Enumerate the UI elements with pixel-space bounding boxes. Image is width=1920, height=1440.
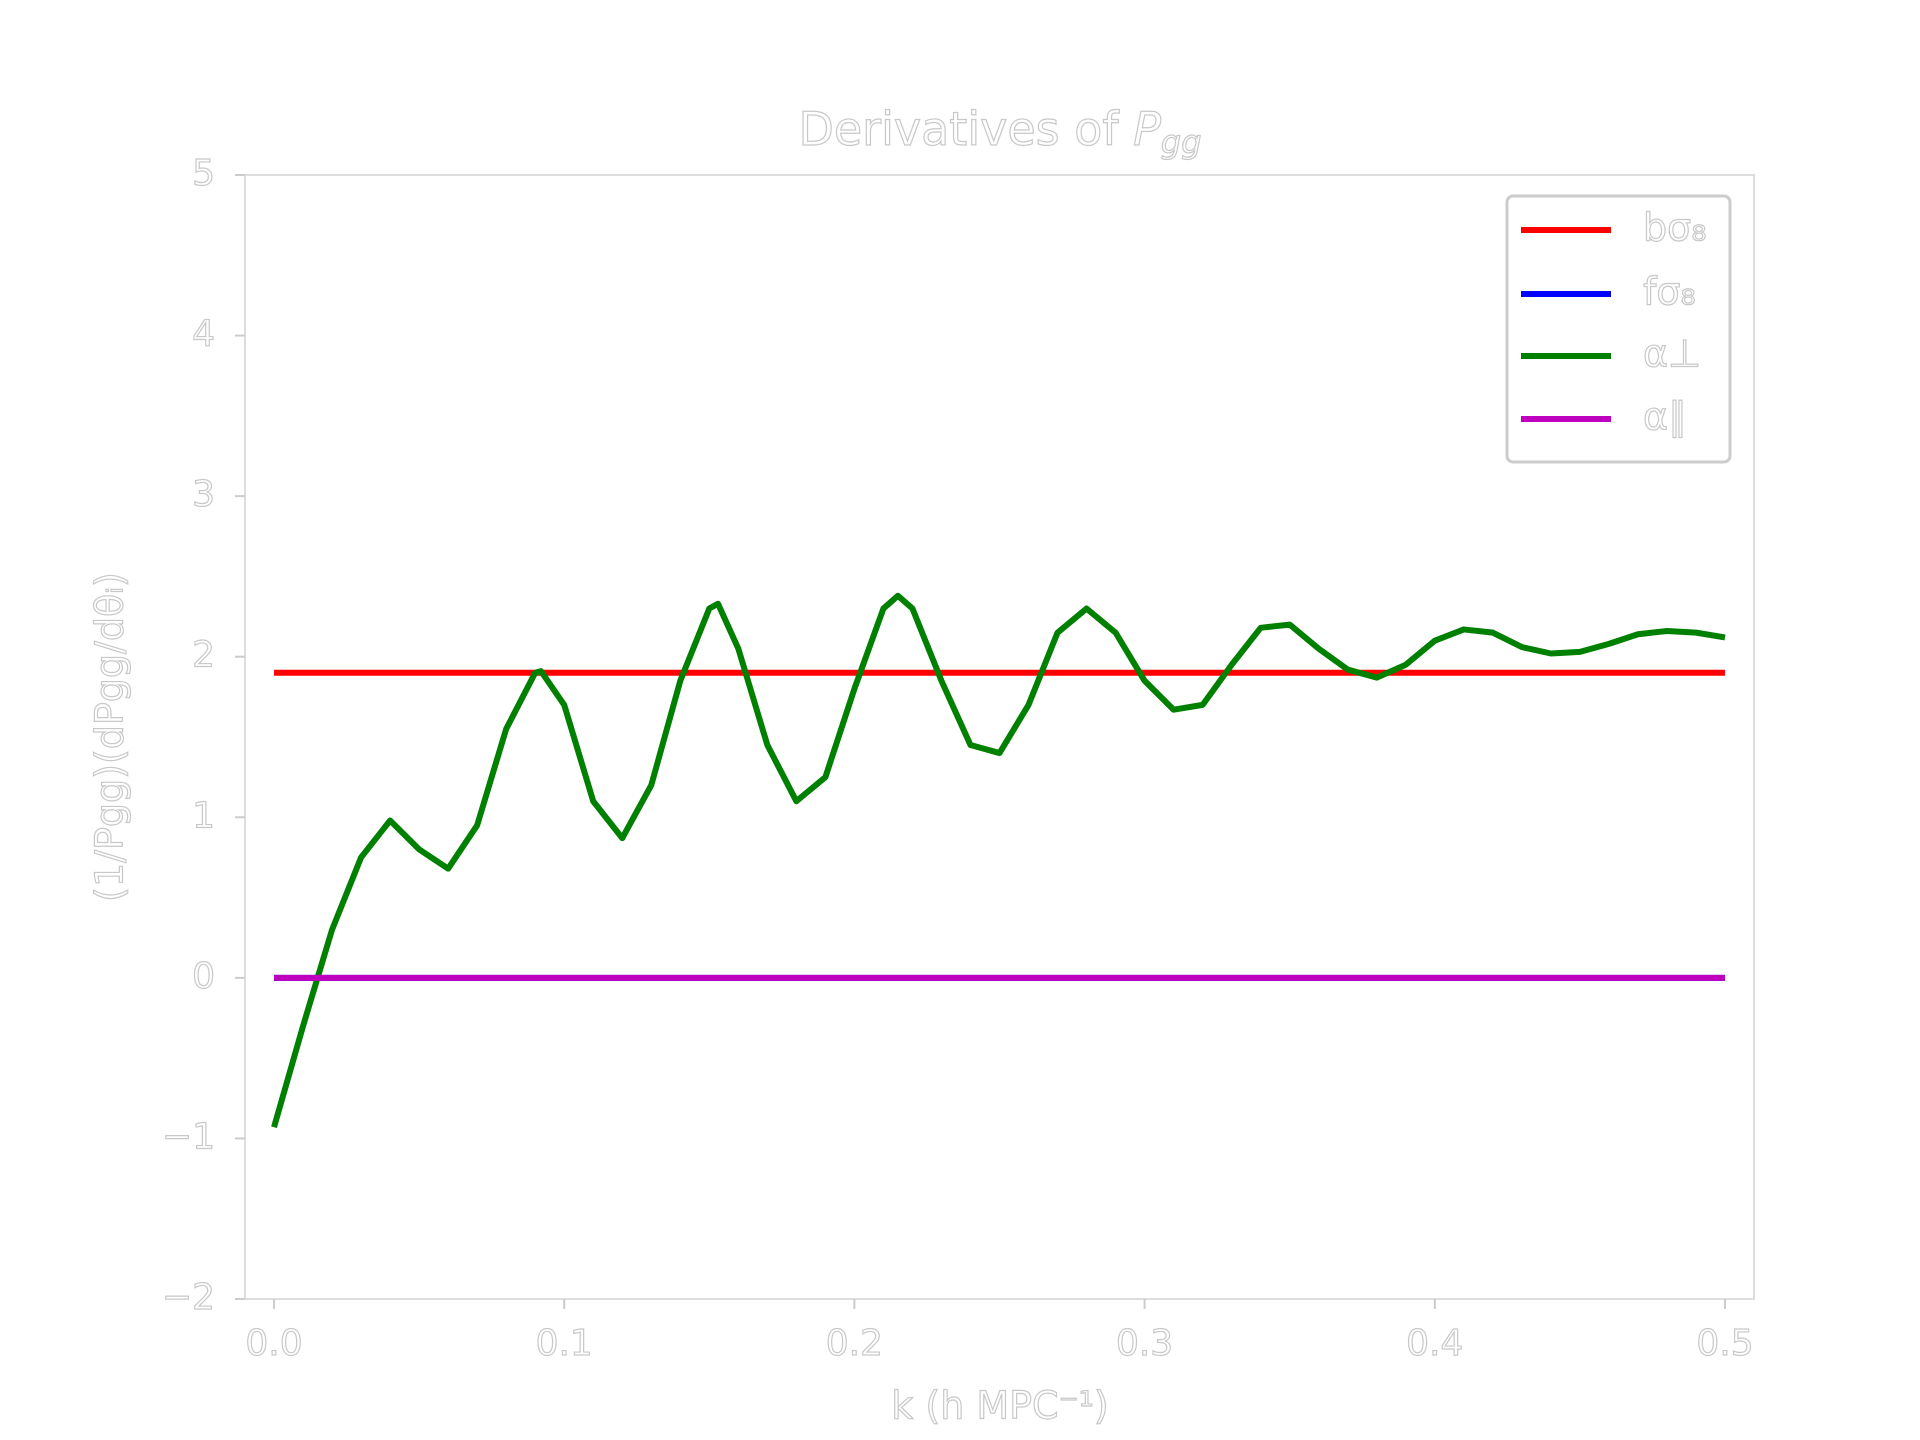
legend-label: bσ₈ xyxy=(1643,206,1706,250)
x-tick-label: 0.3 xyxy=(1116,1323,1173,1364)
x-tick-label: 0.2 xyxy=(826,1323,883,1364)
x-tick-label: 0.5 xyxy=(1696,1323,1753,1364)
y-tick-label: −2 xyxy=(162,1277,215,1318)
legend-label: α∥ xyxy=(1643,395,1687,439)
x-tick-label: 0.0 xyxy=(245,1323,302,1364)
y-axis-label: (1/Pgg)(dPgg/dθᵢ) xyxy=(88,572,132,902)
chart-title: Derivatives of Pgg xyxy=(798,102,1201,162)
y-tick-label: −1 xyxy=(162,1116,215,1157)
plot-frame xyxy=(244,174,1755,1300)
y-tick-label: 2 xyxy=(192,635,215,676)
title-text: Derivatives of xyxy=(798,102,1120,156)
x-tick-label: 0.1 xyxy=(536,1323,593,1364)
y-tick-label: 0 xyxy=(192,956,215,997)
legend-label: α⊥ xyxy=(1643,332,1701,376)
legend-box xyxy=(1505,194,1732,464)
y-tick-label: 5 xyxy=(192,153,215,194)
title-subscript: gg xyxy=(1161,123,1202,161)
legend-label: fσ₈ xyxy=(1643,270,1696,314)
x-tick-label: 0.4 xyxy=(1406,1323,1463,1364)
title-symbol: P xyxy=(1133,102,1161,156)
y-tick-label: 4 xyxy=(192,314,215,355)
series-line xyxy=(271,592,1726,1129)
y-tick-label: 1 xyxy=(192,795,215,836)
y-tick-label: 3 xyxy=(192,474,215,515)
x-axis-label: k (h MPC⁻¹) xyxy=(891,1384,1108,1428)
